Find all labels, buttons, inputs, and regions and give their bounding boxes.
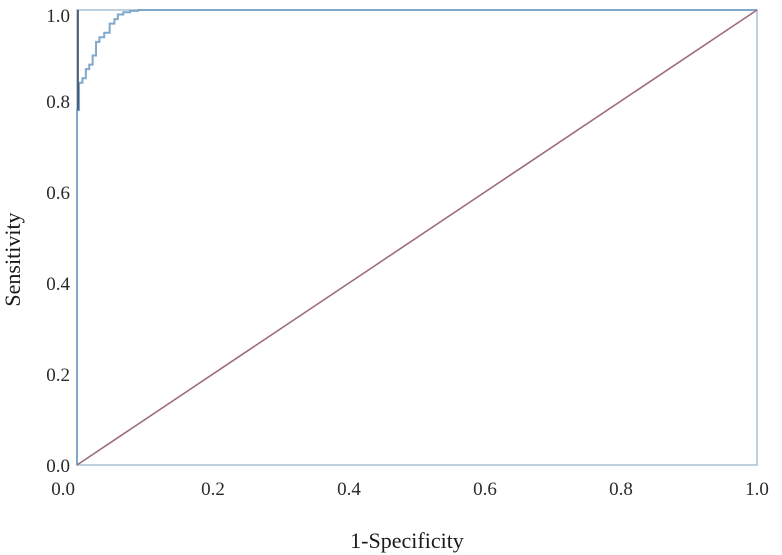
roc-curve-line: [76, 9, 757, 465]
x-tick-label: 0.6: [473, 479, 497, 500]
y-tick-label: 0.8: [46, 92, 70, 113]
x-axis-label: 1-Specificity: [350, 528, 464, 553]
x-tick-labels: 0.0 0.2 0.4 0.6 0.8 1.0: [51, 479, 769, 500]
x-tick-label: 0.8: [609, 479, 633, 500]
series-layer: [76, 9, 758, 466]
y-tick-label: 0.4: [46, 274, 70, 295]
y-axis-label: Sensitivity: [0, 212, 25, 306]
y-tick-label: 0.6: [46, 183, 70, 204]
y-tick-labels: 0.0 0.2 0.4 0.6 0.8 1.0: [46, 6, 70, 477]
y-tick-label: 0.0: [46, 456, 70, 477]
x-tick-label: 0.2: [201, 479, 225, 500]
x-tick-label: 1.0: [745, 479, 769, 500]
x-tick-label: 0.4: [337, 479, 361, 500]
y-tick-label: 0.2: [46, 365, 70, 386]
y-tick-label: 1.0: [46, 6, 70, 27]
x-tick-label: 0.0: [51, 479, 75, 500]
reference-diagonal-line: [76, 9, 758, 466]
